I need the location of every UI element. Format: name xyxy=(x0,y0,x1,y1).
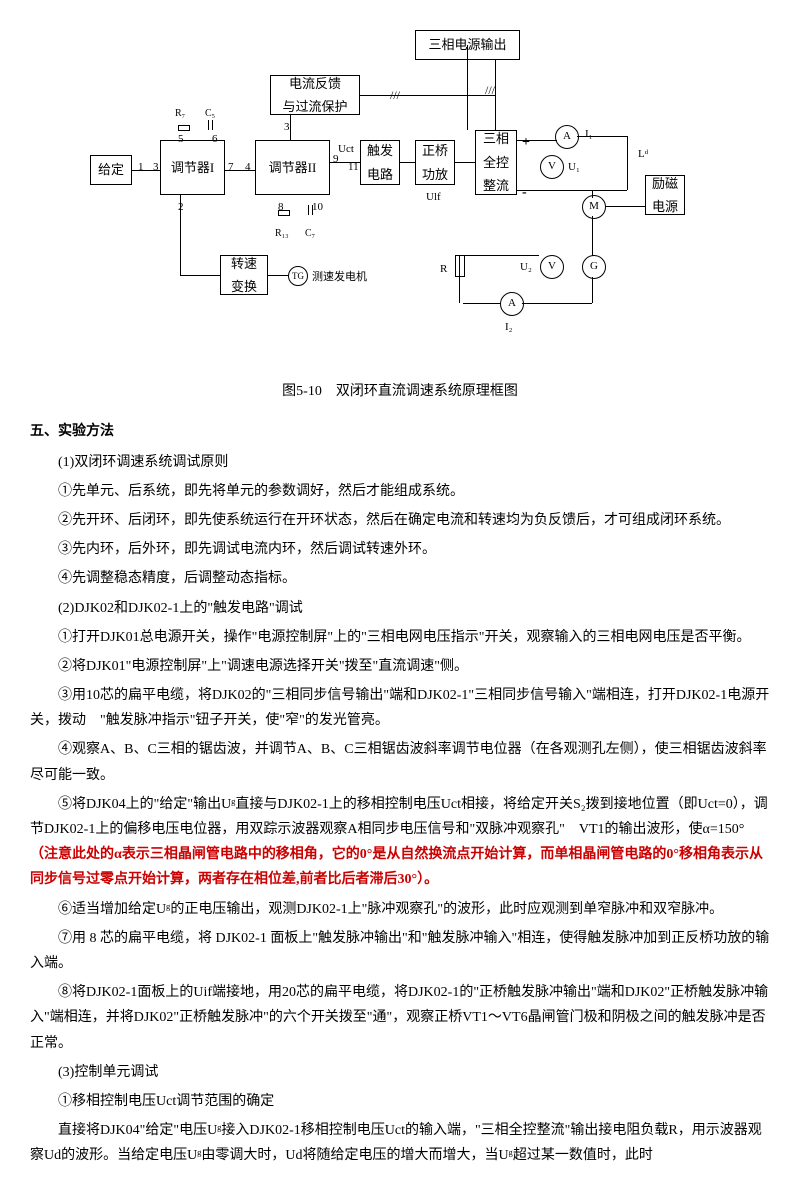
pin-1: 1 xyxy=(138,158,144,178)
wire-r3 xyxy=(592,190,627,191)
label-u2: U₂ xyxy=(520,258,532,278)
wire-r2 xyxy=(627,136,628,190)
para-7: ①打开DJK01总电源开关，操作"电源控制屏"上的"三相电网电压指示"开关，观察… xyxy=(30,625,770,650)
meter-a2: A xyxy=(500,292,524,316)
block-speed-conv: 转速 变换 xyxy=(220,255,268,295)
meter-v1: V xyxy=(540,155,564,179)
pin-10: 10 xyxy=(312,198,323,218)
pin-4: 4 xyxy=(245,158,251,178)
label-ld: Lᵈ xyxy=(638,145,648,165)
label-i1: I₁ xyxy=(585,125,593,145)
wire-13 xyxy=(268,275,288,276)
label-i2: I₂ xyxy=(505,318,513,338)
wire-m-g xyxy=(592,216,593,256)
para-2: ①先单元、后系统，即先将单元的参数调好，然后才能组成系统。 xyxy=(30,479,770,504)
wire-11 xyxy=(180,195,181,275)
para-5: ④先调整稳态精度，后调整动态指标。 xyxy=(30,566,770,591)
hash-2: /// xyxy=(485,80,495,102)
block-diagram: 三相电源输出 电流反馈 与过流保护 R₇ C₅ 给定 调节器I 调节器II 触发… xyxy=(90,30,710,350)
cap-c7-a xyxy=(308,205,309,215)
para-11-red: （注意此处的α表示三相晶闸管电路中的移相角，它的0°是从自然换流点开始计算，而单… xyxy=(30,847,763,887)
pin-11: 11 xyxy=(348,158,359,178)
wire-5 xyxy=(455,162,475,163)
wire-4 xyxy=(400,162,415,163)
wire-2 xyxy=(225,170,255,171)
wire-r5 xyxy=(463,303,501,304)
block-given: 给定 xyxy=(90,155,132,185)
meter-a1: A xyxy=(555,125,579,149)
wire-10 xyxy=(517,190,592,191)
wire-7 xyxy=(360,95,495,96)
para-4: ③先内环，后外环，即先调试电流内环，然后调试转速外环。 xyxy=(30,537,770,562)
label-uct: Uct xyxy=(338,140,354,160)
hash-1: /// xyxy=(390,85,400,107)
wire-r1 xyxy=(577,136,627,137)
pin-8: 8 xyxy=(278,198,284,218)
para-13: ⑦用 8 芯的扁平电缆，将 DJK02-1 面板上"触发脉冲输出"和"触发脉冲输… xyxy=(30,926,770,976)
wire-r6 xyxy=(522,303,592,304)
wire-exc1 xyxy=(605,206,645,207)
diagram-container: 三相电源输出 电流反馈 与过流保护 R₇ C₅ 给定 调节器I 调节器II 触发… xyxy=(30,30,770,359)
para-12: ⑥适当增加给定Uᵍ的正电压输出，观测DJK02-1上"脉冲观察孔"的波形，此时应… xyxy=(30,897,770,922)
wire-r8b xyxy=(459,255,539,256)
block-excite: 励磁 电源 xyxy=(645,175,685,215)
block-trigger: 触发 电路 xyxy=(360,140,400,185)
pin-3b: 3 xyxy=(284,118,290,138)
block-pos-amp: 正桥 功放 xyxy=(415,140,455,185)
label-tacho: 测速发电机 xyxy=(312,268,367,288)
label-minus: - xyxy=(522,180,527,205)
label-c7: C₇ xyxy=(305,225,315,243)
circle-tg: TG xyxy=(288,266,308,286)
para-3: ②先开环、后闭环，即先使系统运行在开环状态，然后在确定电流和转速均为负反馈后，才… xyxy=(30,508,770,533)
block-current-feedback: 电流反馈 与过流保护 xyxy=(270,75,360,115)
pin-5: 5 xyxy=(178,130,184,150)
resistor-r-load xyxy=(455,255,465,277)
wire-r4 xyxy=(592,190,593,198)
wire-9 xyxy=(517,140,557,141)
label-ulf: Ulf xyxy=(426,188,441,208)
wire-1 xyxy=(132,170,160,171)
pin-3a: 3 xyxy=(153,158,159,178)
meter-v2: V xyxy=(540,255,564,279)
label-r13: R₁₃ xyxy=(275,225,289,243)
figure-caption: 图5-10 双闭环直流调速系统原理框图 xyxy=(30,379,770,404)
motor-m: M xyxy=(582,195,606,219)
para-6: (2)DJK02和DJK02-1上的"触发电路"调试 xyxy=(30,596,770,621)
pin-7: 7 xyxy=(228,158,234,178)
para-16: ①移相控制电压Uct调节范围的确定 xyxy=(30,1089,770,1114)
wire-r8 xyxy=(459,255,460,303)
wire-r7 xyxy=(592,277,593,303)
label-r: R xyxy=(440,260,447,280)
label-r7: R₇ xyxy=(175,105,185,123)
pin-6: 6 xyxy=(212,130,218,150)
para-11: ⑤将DJK04上的"给定"输出Uᵍ直接与DJK02-1上的移相控制电压Uct相接… xyxy=(30,792,770,893)
wire-6b xyxy=(495,60,496,130)
cap-c5-b xyxy=(212,120,213,130)
wire-8 xyxy=(290,115,291,140)
para-14: ⑧将DJK02-1面板上的Uif端接地，用20芯的扁平电缆，将DJK02-1的"… xyxy=(30,980,770,1056)
wire-6 xyxy=(467,45,468,130)
para-1: (1)双闭环调速系统调试原则 xyxy=(30,450,770,475)
block-regulator-2: 调节器II xyxy=(255,140,330,195)
label-u1: U₁ xyxy=(568,158,580,178)
generator-g: G xyxy=(582,255,606,279)
block-rectifier: 三相 全控 整流 xyxy=(475,130,517,195)
para-8: ②将DJK01"电源控制屏"上"调速电源选择开关"拨至"直流调速"侧。 xyxy=(30,654,770,679)
para-11-normal: ⑤将DJK04上的"给定"输出Uᵍ直接与DJK02-1上的移相控制电压Uct相接… xyxy=(30,797,768,837)
label-plus: + xyxy=(522,130,530,155)
para-15: (3)控制单元调试 xyxy=(30,1060,770,1085)
section-title: 五、实验方法 xyxy=(30,419,770,444)
wire-3 xyxy=(330,162,360,163)
label-c5: C₅ xyxy=(205,105,215,123)
para-10: ④观察A、B、C三相的锯齿波，并调节A、B、C三相锯齿波斜率调节电位器（在各观测… xyxy=(30,737,770,787)
para-17: 直接将DJK04"给定"电压Uᵍ接入DJK02-1移相控制电压Uct的输入端，"… xyxy=(30,1118,770,1168)
cap-c5-a xyxy=(208,120,209,130)
para-9: ③用10芯的扁平电缆，将DJK02的"三相同步信号输出"端和DJK02-1"三相… xyxy=(30,683,770,733)
wire-12 xyxy=(180,275,220,276)
